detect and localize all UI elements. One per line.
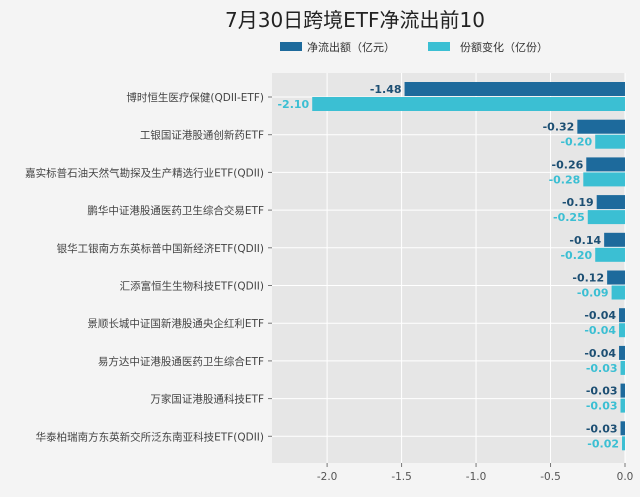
data-label-share-change: -0.20 [560,249,592,262]
data-label-net-outflow: -0.14 [569,234,601,247]
bar-net-outflow [596,195,625,210]
category-label: 易方达中证港股通医药卫生综合ETF [98,355,264,368]
bar-net-outflow [607,270,625,285]
bar-net-outflow [577,119,625,134]
data-label-share-change: -2.10 [277,98,309,111]
data-label-net-outflow: -0.19 [562,196,594,209]
plot-area [272,73,625,463]
data-label-net-outflow: -0.12 [572,272,604,285]
category-label: 嘉实标普石油天然气勘探及生产精选行业ETF(QDII) [25,166,264,179]
data-label-net-outflow: -0.03 [586,385,618,398]
legend-label-net-outflow: 净流出额（亿元） [307,40,395,54]
data-label-share-change: -0.20 [560,136,592,149]
category-label: 鹏华中证港股通医药卫生综合交易ETF [87,204,264,217]
bar-net-outflow [620,383,625,398]
bar-share-change [622,436,625,451]
data-label-share-change: -0.04 [584,324,616,337]
bar-share-change [312,97,625,111]
data-label-net-outflow: -0.32 [543,121,575,134]
chart-title: 7月30日跨境ETF净流出前10 [225,8,485,32]
category-label: 万家国证港股通科技ETF [150,393,264,406]
category-label: 博时恒生医疗保健(QDII-ETF) [126,91,264,104]
bar-share-change [595,134,625,149]
bar-net-outflow [604,232,625,247]
data-label-share-change: -0.28 [549,173,581,186]
bar-share-change [595,247,625,262]
x-tick-label: -1.0 [466,471,487,483]
x-tick-label: -0.5 [540,471,561,483]
data-label-share-change: -0.03 [586,362,618,375]
category-label: 汇添富恒生生物科技ETF(QDII) [120,280,264,293]
data-label-net-outflow: -0.04 [584,347,616,360]
legend-label-share-change: 份额变化（亿份） [460,40,548,54]
legend: 净流出额（亿元） 份额变化（亿份） [280,40,548,54]
legend-swatch-share-change [428,42,450,51]
bar-share-change [611,285,625,300]
bar-net-outflow [404,82,625,96]
category-label: 银华工银南方东英标普中国新经济ETF(QDII) [57,242,264,255]
bar-share-change [620,360,625,375]
data-label-net-outflow: -0.03 [586,422,618,435]
bar-net-outflow [619,308,625,323]
bar-net-outflow [619,345,625,360]
data-label-net-outflow: -0.04 [584,309,616,322]
data-label-net-outflow: -1.48 [370,83,402,96]
bar-share-change [587,210,625,225]
category-label: 工银国证港股通创新药ETF [140,129,264,142]
x-tick-label: 0.0 [617,471,634,483]
data-label-share-change: -0.03 [586,400,618,413]
bar-share-change [583,172,625,187]
data-label-share-change: -0.25 [553,211,585,224]
data-label-share-change: -0.09 [577,287,609,300]
bar-share-change [620,398,625,413]
data-label-net-outflow: -0.26 [552,158,584,171]
x-tick-label: -2.0 [317,471,338,483]
bar-net-outflow [620,421,625,436]
bar-share-change [619,323,625,338]
bar-net-outflow [586,157,625,172]
legend-swatch-net-outflow [280,42,302,51]
category-label: 华泰柏瑞南方东英新交所泛东南亚科技ETF(QDII) [36,430,264,443]
category-label: 景顺长城中证国新港股通央企红利ETF [87,317,264,330]
x-tick-label: -1.5 [391,471,412,483]
data-label-share-change: -0.02 [587,437,619,450]
